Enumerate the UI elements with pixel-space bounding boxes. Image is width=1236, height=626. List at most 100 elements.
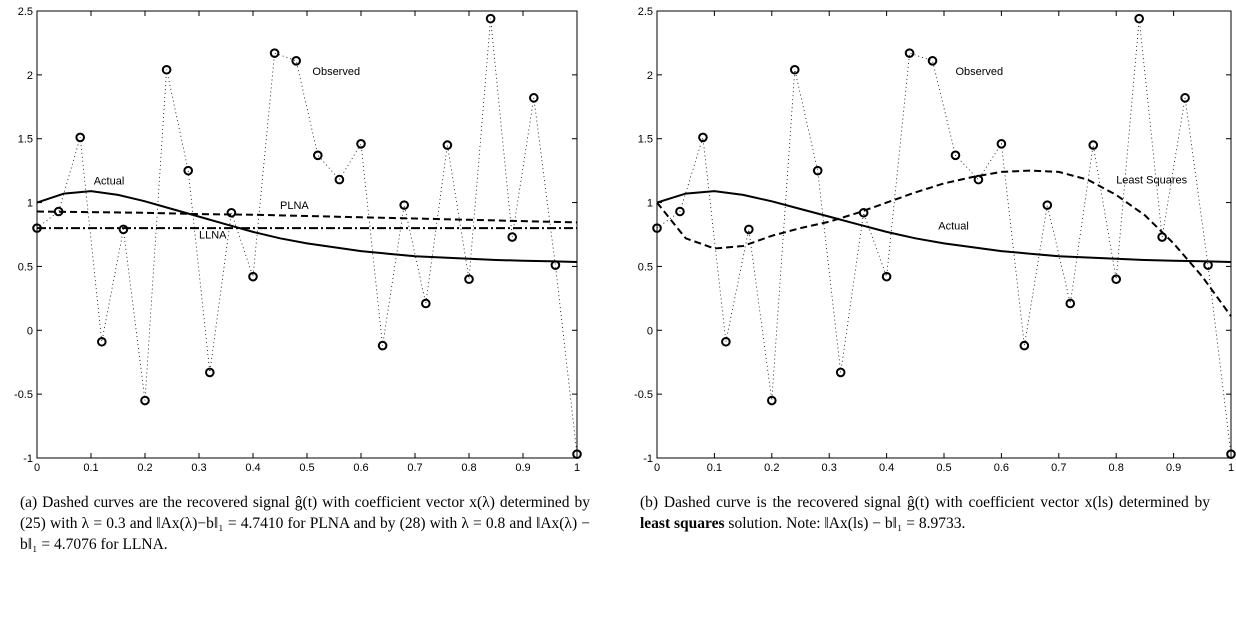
data-point	[183, 165, 193, 176]
data-point	[904, 48, 915, 58]
data-point	[97, 336, 107, 347]
data-point	[1134, 13, 1144, 24]
data-point	[789, 64, 800, 75]
series-line	[656, 169, 1232, 317]
series-label: PLNA	[280, 200, 309, 212]
y-tick-label: 0.5	[18, 261, 33, 273]
axes-frame	[36, 10, 578, 459]
data-point	[161, 64, 172, 75]
y-tick-label: 1	[647, 198, 653, 210]
data-point	[118, 224, 129, 235]
data-point	[698, 132, 708, 143]
data-point	[226, 207, 237, 218]
x-tick-label: 0.7	[1051, 462, 1066, 474]
series-line	[656, 190, 1232, 263]
data-point	[1111, 274, 1121, 285]
caption-text: solution. Note: ‖Ax(ls) − b‖₁ = 8.9733.	[724, 515, 966, 532]
x-tick-label: 0	[654, 462, 660, 474]
data-point	[529, 93, 539, 103]
data-point	[744, 224, 754, 235]
x-tick-label: 0.1	[83, 462, 98, 474]
data-point	[442, 140, 453, 150]
data-point	[334, 174, 345, 185]
x-tick-label: 0.8	[1109, 462, 1124, 474]
data-point	[675, 206, 685, 217]
series-line	[656, 18, 1232, 455]
data-point	[1226, 449, 1236, 459]
x-tick-label: 0.4	[245, 462, 260, 474]
data-point	[377, 340, 388, 351]
data-point	[1088, 140, 1099, 150]
data-point	[950, 150, 961, 161]
data-point	[572, 449, 582, 459]
caption: (a) Dashed curves are the recovered sign…	[20, 492, 590, 555]
data-point	[507, 232, 518, 242]
data-point	[1019, 340, 1030, 351]
data-point	[291, 56, 302, 66]
data-point	[464, 274, 474, 285]
data-point	[1042, 200, 1053, 210]
x-tick-label: 0.7	[407, 462, 422, 474]
x-tick-label: 0.2	[137, 462, 152, 474]
caption-text: (a) Dashed curves are the recovered sign…	[20, 494, 590, 553]
y-tick-label: 0	[27, 325, 33, 337]
data-point	[248, 271, 258, 282]
series-label: Least Squares	[1116, 174, 1187, 186]
data-point	[356, 139, 366, 149]
data-point	[996, 139, 1007, 149]
data-point	[313, 150, 323, 161]
caption: (b) Dashed curve is the recovered signal…	[640, 492, 1210, 534]
data-point	[973, 174, 984, 185]
y-tick-label: 2	[647, 70, 653, 82]
data-point	[881, 271, 892, 282]
y-tick-label: 2	[27, 70, 33, 82]
data-point	[1180, 93, 1190, 103]
data-point	[767, 395, 777, 406]
y-tick-label: 0.5	[638, 261, 653, 273]
data-point	[399, 200, 410, 210]
y-tick-label: 1	[27, 198, 33, 210]
axes-frame	[656, 10, 1232, 459]
x-tick-label: 0.9	[1166, 462, 1181, 474]
data-point	[927, 56, 938, 66]
series-line	[36, 210, 578, 224]
x-tick-label: 0.3	[822, 462, 837, 474]
x-tick-label: 0.1	[707, 462, 722, 474]
x-tick-label: 0.3	[191, 462, 206, 474]
y-tick-label: 2.5	[638, 6, 653, 18]
series-label: Actual	[94, 176, 125, 188]
data-point	[812, 165, 823, 176]
data-point	[421, 298, 431, 309]
x-tick-label: 1	[574, 462, 580, 474]
data-point	[1065, 298, 1076, 309]
y-tick-label: 2.5	[18, 6, 33, 18]
y-tick-label: 1.5	[638, 134, 653, 146]
x-tick-label: 0.6	[994, 462, 1009, 474]
caption-text: least squares	[640, 515, 725, 532]
data-point	[140, 395, 150, 406]
data-point	[721, 336, 731, 347]
data-point	[652, 223, 662, 233]
data-point	[75, 132, 85, 143]
x-tick-label: 0.2	[764, 462, 779, 474]
y-tick-label: 0	[647, 325, 653, 337]
y-tick-label: -0.5	[634, 389, 653, 401]
series-label: Actual	[938, 220, 969, 232]
x-tick-label: 0.6	[353, 462, 368, 474]
x-tick-label: 0	[34, 462, 40, 474]
y-tick-label: -0.5	[14, 389, 33, 401]
series-label: Observed	[955, 66, 1003, 78]
data-point	[485, 13, 496, 24]
x-tick-label: 0.9	[515, 462, 530, 474]
y-tick-label: -1	[643, 453, 653, 465]
caption-text: (b) Dashed curve is the recovered signal…	[640, 494, 1210, 511]
series-line	[36, 18, 578, 455]
x-tick-label: 0.8	[461, 462, 476, 474]
x-tick-label: 0.4	[879, 462, 894, 474]
series-line	[36, 190, 578, 263]
x-tick-label: 0.5	[936, 462, 951, 474]
y-tick-label: -1	[23, 453, 33, 465]
x-tick-label: 0.5	[299, 462, 314, 474]
